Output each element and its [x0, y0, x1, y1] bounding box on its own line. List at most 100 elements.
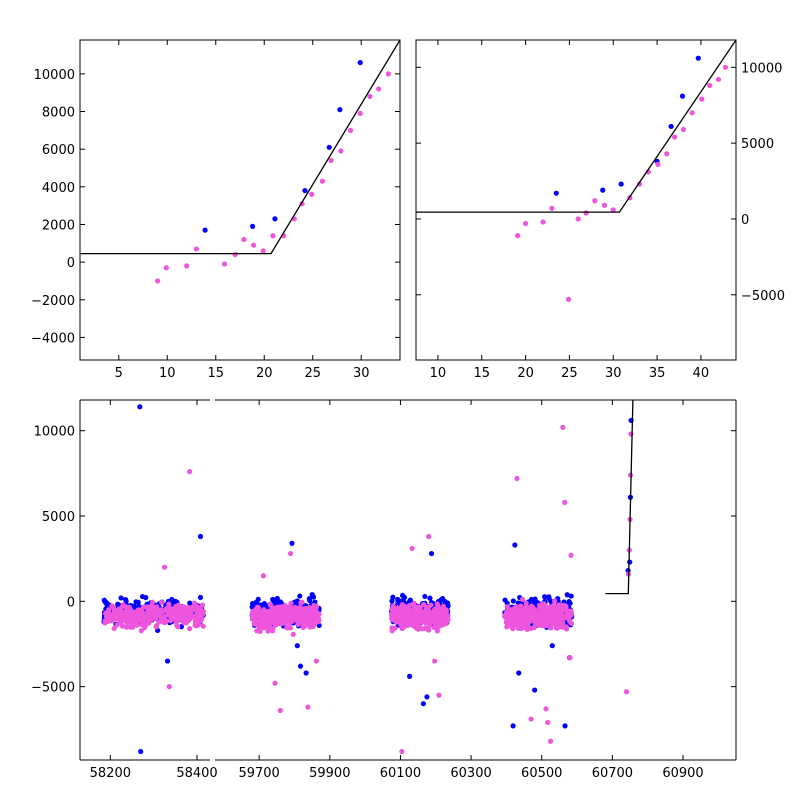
- blue-point: [542, 594, 548, 600]
- axes-frame: [79, 39, 401, 361]
- pink-point: [306, 604, 312, 611]
- blue-point: [123, 598, 129, 604]
- pink-point: [505, 616, 511, 622]
- pink-point: [302, 623, 308, 629]
- pink-point: [510, 619, 516, 625]
- blue-outlier: [303, 670, 309, 676]
- y-tick-label: −5000: [741, 289, 785, 304]
- pink-point: [250, 242, 257, 248]
- x-tick-label: 5: [115, 366, 123, 381]
- pink-point: [435, 602, 441, 608]
- pink-point: [428, 619, 434, 626]
- blue-point: [118, 595, 124, 601]
- pink-point: [437, 610, 443, 616]
- pink-point: [191, 600, 198, 606]
- lightcurve-plot: [101, 400, 634, 755]
- blue-point: [178, 624, 185, 630]
- x-tick-label: 30: [353, 366, 370, 381]
- y-tick-label: 10000: [741, 61, 782, 76]
- pink-point: [559, 624, 565, 630]
- pink-point: [524, 622, 530, 629]
- pink-point: [299, 599, 305, 605]
- blue-point: [427, 595, 433, 601]
- x-tick-label: 25: [561, 366, 578, 381]
- blue-point: [357, 59, 363, 66]
- blue-point: [143, 594, 149, 601]
- y-tick-label: 0: [67, 256, 75, 271]
- pink-outlier: [528, 716, 534, 722]
- pink-point: [393, 617, 399, 623]
- blue-outlier: [289, 540, 295, 546]
- pink-point: [265, 628, 271, 634]
- pink-point: [149, 599, 156, 605]
- pink-point: [158, 615, 165, 621]
- pink-point: [123, 612, 129, 619]
- pink-outlier: [260, 573, 266, 579]
- pink-point: [664, 151, 670, 157]
- pink-point: [537, 621, 543, 627]
- pink-point: [397, 605, 403, 611]
- pink-point: [540, 601, 546, 607]
- x-tick-label: 15: [207, 366, 224, 381]
- y-tick-label: 2000: [42, 218, 75, 233]
- pink-point: [265, 611, 271, 617]
- x-tick-label: 10: [159, 366, 176, 381]
- pink-point: [565, 615, 571, 621]
- blue-outlier: [549, 643, 555, 649]
- blue-point: [422, 593, 428, 600]
- pink-outlier: [567, 655, 573, 661]
- pink-point: [554, 612, 561, 619]
- pink-point: [310, 623, 316, 629]
- pink-point: [290, 617, 297, 623]
- y-tick-label: 8000: [42, 106, 75, 121]
- pink-point: [565, 296, 572, 302]
- blue-point: [566, 598, 572, 605]
- axes-frame: [415, 39, 737, 361]
- x-tick-label: 20: [256, 366, 273, 381]
- pink-point: [107, 617, 113, 623]
- pink-point: [549, 205, 555, 211]
- pink-point: [259, 616, 265, 622]
- pink-point: [193, 246, 199, 252]
- pink-point: [544, 622, 550, 629]
- panel-2: 10 15 20 25 30 35 40 −5000 0 5000 10000: [415, 39, 785, 381]
- pink-point: [655, 161, 661, 167]
- pink-point: [411, 607, 417, 613]
- pink-point: [267, 601, 273, 607]
- pink-point: [280, 611, 286, 617]
- pink-point: [357, 110, 363, 117]
- blue-outlier: [138, 748, 144, 755]
- blue-outlier: [297, 663, 304, 669]
- blue-point: [326, 144, 332, 150]
- pink-point: [393, 610, 400, 616]
- pink-point: [294, 610, 300, 616]
- blue-outlier: [294, 643, 300, 649]
- model-line: [80, 40, 400, 255]
- pink-outlier: [543, 706, 549, 712]
- pink-point: [511, 613, 517, 620]
- pink-point: [232, 251, 238, 258]
- pink-point: [610, 207, 616, 213]
- blue-outlier: [532, 687, 538, 693]
- pink-point: [399, 620, 405, 627]
- x-tick-label: 58400: [176, 766, 217, 781]
- pink-point: [192, 622, 198, 628]
- y-tick-label: −2000: [31, 294, 75, 309]
- pink-outlier: [305, 704, 311, 710]
- pink-point: [504, 624, 510, 630]
- x-tick-label: 58200: [90, 766, 131, 781]
- pink-point: [200, 623, 206, 629]
- blue-point: [442, 598, 448, 605]
- x-tick-label: 60900: [662, 766, 703, 781]
- y-tick-label: 4000: [42, 181, 75, 196]
- pink-point: [515, 233, 521, 239]
- blue-point: [249, 604, 255, 610]
- panel-1: 5 10 15 20 25 30 −4000 −2000 0 2000 4000 6000 8000 10…: [31, 39, 401, 381]
- pink-point: [284, 625, 290, 631]
- pink-outlier: [514, 475, 520, 482]
- pink-point: [288, 600, 294, 606]
- pink-point: [417, 607, 424, 613]
- pink-point: [429, 612, 435, 618]
- pink-point: [120, 602, 126, 608]
- pink-point: [522, 220, 529, 227]
